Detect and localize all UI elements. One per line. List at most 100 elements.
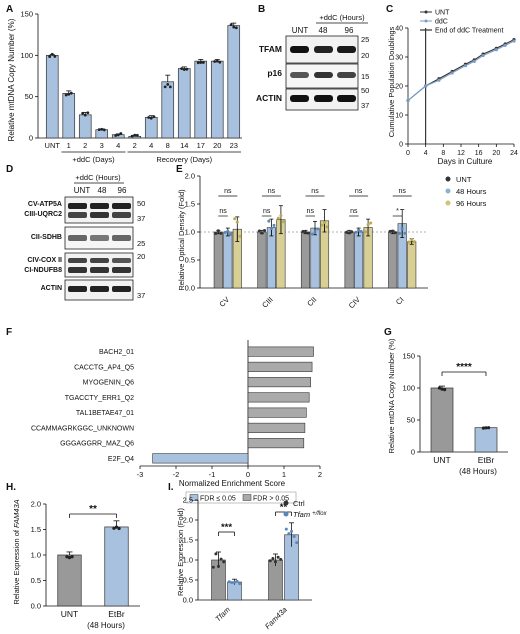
panel-c-xticks: 0 4 8 12 16 20 24	[406, 144, 518, 157]
panel-a-yticks: 0 50 100 150	[20, 10, 38, 143]
x-tick-label: Tfam	[213, 605, 231, 623]
x-tick-label: 4	[424, 150, 428, 157]
panel-e-yticks: 0.0 0.5 1.0 1.5 2.0	[185, 172, 200, 293]
panel-f-xlabel: Normalized Enrichment Score	[179, 479, 286, 488]
bar	[161, 81, 175, 139]
bar	[247, 407, 307, 418]
panel-h-bars	[57, 520, 129, 607]
data-point	[268, 559, 272, 563]
y-tick-label: 0	[29, 134, 33, 143]
band	[68, 212, 87, 218]
data-point	[238, 582, 242, 586]
panel-a-letter: A	[6, 4, 13, 15]
x-tick-label: 20	[213, 141, 221, 150]
panel-f-xticks: -3 -2 -1 0 1 2	[137, 466, 322, 479]
series-point	[472, 59, 476, 63]
data-point	[219, 557, 223, 561]
bar	[210, 60, 224, 139]
bar	[194, 60, 208, 139]
x-tick-label: CV	[217, 295, 231, 309]
band	[112, 203, 131, 209]
panel-c-legend: UNT ddC End of ddC Treatment	[420, 10, 504, 35]
x-tick-label: -3	[137, 470, 144, 479]
data-point	[364, 230, 367, 234]
data-point	[412, 240, 416, 244]
data-point	[70, 555, 74, 559]
data-point	[223, 230, 227, 234]
y-tick-label: 0	[411, 448, 415, 457]
data-point	[233, 580, 236, 584]
data-point	[272, 223, 276, 227]
legend-c-2: ddC	[435, 19, 448, 26]
data-point	[325, 225, 329, 229]
bar	[247, 377, 311, 388]
data-point	[276, 555, 280, 559]
data-point	[350, 230, 354, 234]
data-point	[64, 93, 68, 97]
panel-e-significance: ns ns ns ns ns ns ns ns ns *	[218, 188, 412, 217]
data-point	[50, 52, 54, 56]
y-tick-label: 1.0	[31, 551, 41, 560]
blot-b-lane-1: UNT	[292, 26, 309, 35]
y-tick-label: 1.5	[185, 200, 195, 209]
data-point	[185, 67, 189, 71]
panel-f: F BACH2_01 CACCTG_AP4_Q5 MYOGENIN_Q6 TGACCT…	[6, 327, 322, 504]
data-point	[292, 535, 296, 539]
legend-e-3: 96 Hours	[456, 199, 487, 208]
sig-label: ns	[268, 188, 276, 195]
band	[290, 46, 309, 53]
blot-d-row-2: CII-SDHB	[31, 234, 62, 241]
panel-b-letter: B	[258, 4, 265, 15]
series-line-2	[407, 40, 515, 101]
panel-f-bars	[152, 346, 314, 464]
data-point	[226, 229, 230, 233]
bar	[227, 25, 241, 139]
legend-e-2: 48 Hours	[456, 187, 487, 196]
bar	[310, 227, 320, 289]
bar	[257, 231, 267, 289]
band	[337, 72, 356, 78]
x-tick-label: 3	[100, 141, 104, 150]
panel-g-xticks: UNT EtBr	[433, 455, 494, 465]
x-tick-label: 2	[318, 470, 322, 479]
category-label: TAL1BETAE47_01	[76, 410, 134, 417]
data-point	[168, 85, 172, 89]
bar	[247, 392, 310, 403]
data-point	[201, 61, 205, 64]
panel-c-lines	[406, 28, 516, 144]
x-tick-label: 23	[230, 141, 238, 150]
panel-h-xticks: UNT EtBr	[61, 609, 125, 619]
data-point	[398, 231, 402, 235]
data-point	[484, 426, 488, 430]
panel-g-letter: G	[384, 327, 392, 338]
legend-i-2: Tfam +/flox	[293, 510, 328, 519]
sig-label: ns	[355, 188, 363, 195]
blot-d-row-4: ACTIN	[41, 285, 62, 292]
panel-g-yticks: 0 50 100 150	[402, 352, 420, 457]
blot-b-marker: 50	[361, 86, 369, 95]
data-point	[81, 111, 85, 115]
panel-e: E Relative Optical Density (Fold) CV CIII…	[176, 164, 487, 310]
bar	[144, 116, 158, 139]
bar	[247, 346, 314, 357]
y-tick-label: 50	[25, 92, 33, 101]
x-tick-label: 2	[83, 141, 87, 150]
series-point	[437, 78, 441, 82]
bar	[407, 241, 417, 289]
data-point	[320, 223, 324, 227]
category-label: TGACCTY_ERR1_Q2	[65, 395, 134, 402]
data-point	[287, 532, 291, 536]
bar	[247, 438, 305, 449]
data-point	[369, 221, 373, 225]
x-tick-label: CIV	[347, 295, 362, 310]
x-tick-label: 1	[67, 141, 71, 150]
data-point	[359, 229, 363, 233]
data-point	[260, 231, 264, 235]
data-point	[69, 91, 73, 95]
sig-label: **	[89, 504, 97, 515]
data-point	[217, 564, 220, 568]
data-point	[228, 232, 232, 236]
data-point	[257, 229, 261, 233]
series-point	[406, 98, 410, 103]
